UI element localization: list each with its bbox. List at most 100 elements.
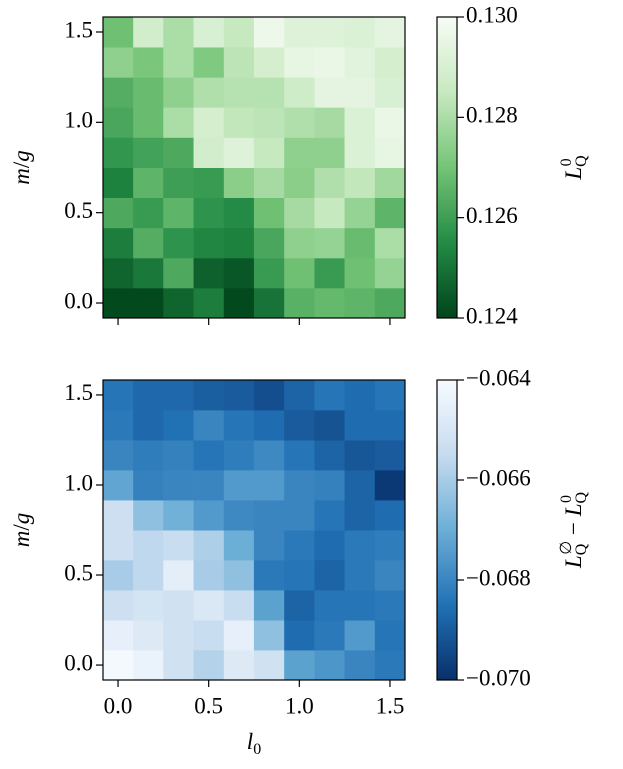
heatmap-cell — [344, 559, 376, 591]
heatmap-cell — [193, 529, 225, 561]
heatmap-cell — [133, 500, 164, 531]
colorbar — [436, 16, 458, 319]
heatmap-cell — [102, 529, 134, 561]
heatmap-cell — [314, 559, 346, 591]
heatmap-cell — [193, 439, 225, 471]
heatmap-cell — [193, 16, 225, 48]
colorbar-tick-label: −0.070 — [466, 665, 531, 690]
heatmap-cell — [163, 409, 194, 441]
heatmap-cell — [284, 137, 315, 168]
heatmap-cell — [284, 167, 315, 198]
heatmap-cell — [374, 167, 406, 198]
heatmap-cell — [102, 137, 134, 168]
heatmap-cell — [344, 77, 376, 108]
heatmap-cell — [133, 469, 164, 501]
heatmap-cell — [133, 197, 164, 229]
heatmap-cell — [314, 529, 346, 561]
heatmap-cell — [284, 650, 315, 681]
heatmap-cell — [253, 650, 285, 681]
heatmap-cell — [163, 227, 194, 259]
heatmap-cell — [314, 77, 346, 108]
heatmap-cell — [374, 107, 406, 138]
heatmap-cell — [133, 287, 164, 319]
heatmap-cell — [314, 107, 346, 138]
heatmap-cell — [193, 379, 225, 411]
heatmap-cell — [374, 77, 406, 108]
heatmap-cell — [374, 469, 406, 501]
colorbar-tick-label: −0.068 — [466, 565, 531, 590]
heatmap-cell — [344, 257, 376, 289]
heatmap-cell — [102, 167, 134, 198]
heatmap-cell — [314, 257, 346, 289]
heatmap-cell — [374, 439, 406, 471]
heatmap-cell — [284, 619, 315, 651]
heatmap-cell — [374, 529, 406, 561]
heatmap-cell — [102, 559, 134, 591]
heatmap-cell — [253, 137, 285, 168]
heatmap-cell — [133, 257, 164, 289]
heatmap-cell — [284, 559, 315, 591]
heatmap-cell — [223, 227, 255, 259]
heatmap-cell — [253, 47, 285, 78]
heatmap-cell — [284, 287, 315, 319]
heatmap-cell — [163, 287, 194, 319]
y-tick-label: 0.5 — [64, 198, 93, 223]
axes-frame — [102, 379, 406, 681]
heatmap-cell — [314, 409, 346, 441]
heatmap-cell — [163, 137, 194, 168]
heatmap-cell — [253, 77, 285, 108]
heatmap-cell — [284, 590, 315, 621]
heatmap-cell — [253, 257, 285, 289]
heatmap-cell — [344, 287, 376, 319]
heatmap-cell — [223, 287, 255, 319]
colorbar-label: LQ∅ − LQ0 — [558, 491, 590, 569]
heatmap-cell — [223, 650, 255, 681]
heatmap-cell — [314, 47, 346, 78]
heatmap-cell — [193, 197, 225, 229]
heatmap-cell — [253, 500, 285, 531]
heatmap-cell — [223, 167, 255, 198]
heatmap-cell — [374, 137, 406, 168]
heatmap-cell — [193, 287, 225, 319]
heatmap-cell — [314, 16, 346, 48]
heatmap-cell — [253, 379, 285, 411]
heatmap-cell — [374, 590, 406, 621]
heatmap-cell — [253, 287, 285, 319]
heatmap-cell — [314, 167, 346, 198]
heatmap-cell — [223, 107, 255, 138]
heatmap-cell — [193, 409, 225, 441]
heatmap-cell — [374, 379, 406, 411]
heatmap-cell — [102, 619, 134, 651]
heatmap-cell — [253, 439, 285, 471]
heatmap-cell — [163, 107, 194, 138]
heatmap-cell — [344, 529, 376, 561]
colorbar-label: LQ0 — [558, 155, 590, 181]
heatmap-cell — [314, 439, 346, 471]
x-tick-label: 1.0 — [285, 693, 314, 718]
x-tick-label: 0.5 — [194, 693, 223, 718]
heatmap-cell — [163, 559, 194, 591]
heatmap-cell — [133, 167, 164, 198]
heatmap-cell — [374, 227, 406, 259]
heatmap-cell — [344, 650, 376, 681]
heatmap-cell — [344, 137, 376, 168]
heatmap-cell — [344, 439, 376, 471]
heatmap-cell — [163, 16, 194, 48]
heatmap-cell — [163, 469, 194, 501]
heatmap-cell — [344, 409, 376, 441]
heatmap-cell — [193, 590, 225, 621]
x-axis-label: l0 — [247, 729, 261, 757]
heatmap-cell — [253, 559, 285, 591]
heatmap-cell — [223, 409, 255, 441]
heatmap-cell — [102, 500, 134, 531]
heatmap-cell — [284, 197, 315, 229]
heatmap-cell — [223, 439, 255, 471]
heatmap-cell — [133, 47, 164, 78]
heatmap-cell — [102, 469, 134, 501]
heatmap-cell — [284, 16, 315, 48]
heatmap-cell — [344, 500, 376, 531]
heatmap-cell — [284, 409, 315, 441]
heatmap-cell — [253, 590, 285, 621]
heatmap-cell — [102, 590, 134, 621]
heatmap-cell — [223, 619, 255, 651]
